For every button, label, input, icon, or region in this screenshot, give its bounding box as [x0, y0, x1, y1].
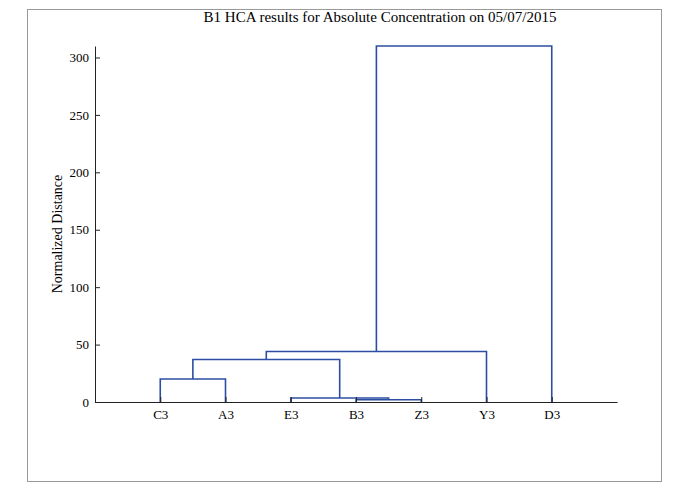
y-tick-label: 300	[70, 50, 90, 65]
y-tick-label: 250	[70, 108, 90, 123]
x-tick-label: C3	[153, 407, 168, 422]
x-tick-label: Z3	[415, 407, 429, 422]
x-tick: A3	[218, 397, 234, 422]
y-tick-label: 50	[76, 337, 89, 352]
links	[160, 46, 552, 402]
link	[291, 398, 389, 402]
x-axis: C3 A3 E3 B3 Z3 Y3 D3	[96, 397, 618, 422]
x-tick-mark	[160, 397, 161, 402]
y-tick-mark	[95, 172, 100, 173]
y-tick: 50	[76, 337, 100, 352]
x-tick: B3	[349, 397, 364, 422]
x-tick-mark	[291, 397, 292, 402]
y-tick-mark	[95, 345, 100, 346]
y-tick-mark	[95, 287, 100, 288]
y-axis: 0 50 100 150 200 250 300	[70, 47, 101, 410]
y-tick-label: 0	[83, 395, 90, 410]
x-tick-mark	[421, 397, 422, 402]
x-axis-line	[96, 402, 618, 403]
x-tick: D3	[544, 397, 560, 422]
y-tick: 200	[70, 165, 101, 180]
x-tick: Y3	[479, 397, 495, 422]
chart: B1 HCA results for Absolute Concentratio…	[0, 0, 686, 493]
y-tick-mark	[95, 230, 100, 231]
x-tick-label: B3	[349, 407, 364, 422]
link	[160, 379, 225, 402]
x-tick-mark	[226, 397, 227, 402]
x-tick-mark	[552, 397, 553, 402]
link	[376, 46, 551, 402]
y-tick-label: 100	[70, 280, 90, 295]
title: B1 HCA results for Absolute Concentratio…	[204, 9, 557, 25]
figure-frame	[28, 10, 662, 482]
x-tick-mark	[487, 397, 488, 402]
y-tick-mark	[95, 57, 100, 58]
y-tick: 100	[70, 280, 101, 295]
y-tick-label: 200	[70, 165, 90, 180]
x-tick-label: E3	[284, 407, 298, 422]
y-tick-label: 150	[70, 222, 90, 237]
y-tick: 150	[70, 222, 101, 237]
y-tick-mark	[95, 115, 100, 116]
y-axis-title: Normalized Distance	[50, 175, 65, 294]
x-tick: E3	[284, 397, 298, 422]
y-tick: 300	[70, 50, 101, 65]
link	[356, 400, 421, 402]
x-tick-label: Y3	[479, 407, 495, 422]
y-axis-line	[95, 47, 96, 403]
x-tick-label: D3	[544, 407, 560, 422]
link	[193, 360, 340, 398]
link	[266, 351, 486, 402]
x-tick-label: A3	[218, 407, 234, 422]
x-tick: Z3	[415, 397, 429, 422]
x-tick-mark	[356, 397, 357, 402]
y-tick: 250	[70, 108, 101, 123]
x-tick: C3	[153, 397, 168, 422]
